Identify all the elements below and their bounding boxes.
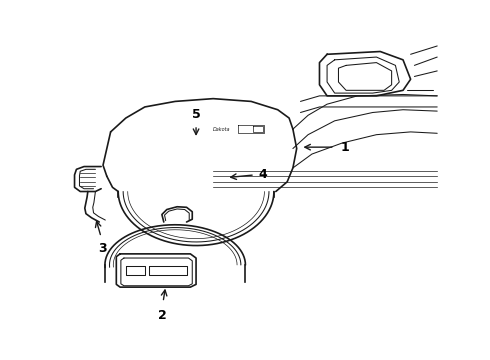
Text: Dakota: Dakota: [213, 127, 230, 132]
Text: 5: 5: [192, 108, 200, 121]
Text: 1: 1: [341, 141, 349, 154]
Text: 4: 4: [259, 167, 268, 180]
Text: 3: 3: [98, 242, 107, 255]
Text: 2: 2: [157, 309, 166, 322]
